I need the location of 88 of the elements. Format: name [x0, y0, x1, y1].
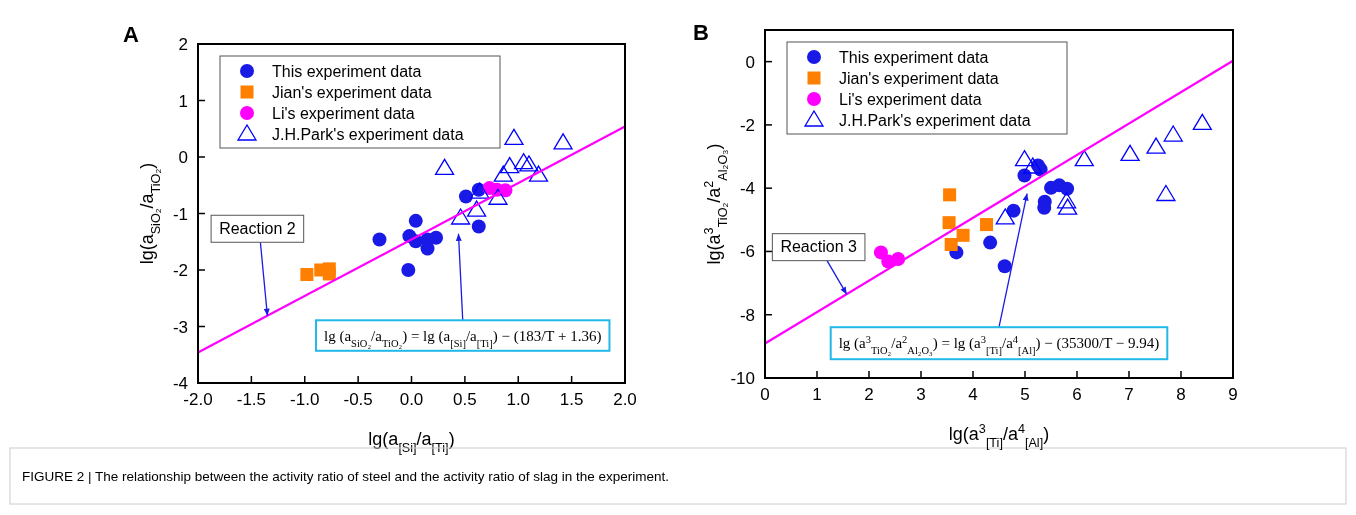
y-tick-label: -3 — [172, 317, 188, 337]
point — [944, 238, 958, 251]
chart-title: B — [693, 20, 709, 45]
point — [1192, 113, 1212, 130]
x-tick-label: 6 — [1072, 385, 1082, 404]
point — [983, 235, 998, 250]
x-tick-label: 2.0 — [613, 390, 637, 409]
x-tick-label: 3 — [916, 385, 926, 404]
point — [458, 189, 473, 204]
y-tick-label: -2 — [172, 261, 188, 280]
text: lg (a$_{SiO₂}$/a$_{TiO₂}$) = lg (a$_{[Si]}$/a$_{[Ti]}$) − (183/T + 1.36) — [324, 327, 602, 349]
legend-label: J.H.Park's experiment data — [272, 126, 464, 143]
x-tick-label: 5 — [1020, 385, 1030, 404]
point — [372, 232, 387, 247]
point — [528, 165, 549, 182]
point — [434, 158, 455, 175]
point — [1156, 184, 1176, 202]
legend-label: This experiment data — [272, 63, 422, 80]
point — [1057, 198, 1078, 215]
x-tick-label: 0.5 — [453, 390, 477, 409]
point — [1014, 150, 1035, 167]
point — [553, 133, 573, 150]
point — [995, 208, 1015, 225]
point — [471, 219, 486, 234]
point — [1120, 144, 1140, 161]
y-tick-label: -10 — [730, 369, 755, 388]
point — [504, 128, 524, 145]
legend-label: This experiment data — [839, 49, 989, 66]
x-tick-label: 2 — [864, 385, 874, 404]
y-tick-label: -8 — [739, 305, 755, 325]
point — [943, 188, 957, 202]
legend-label: Jian's experiment data — [839, 70, 999, 87]
point — [466, 200, 487, 217]
point — [300, 268, 314, 282]
caption: FIGURE 2 | The relationship between the activity ratio of steel and the activity ratio of slag in the experiment. — [22, 469, 670, 484]
point — [1023, 157, 1043, 174]
point — [470, 182, 490, 199]
x-tick-label: 1.5 — [559, 390, 584, 409]
y-tick-label: -4 — [739, 179, 755, 199]
point — [980, 218, 994, 232]
x-tick-label: -2.0 — [183, 390, 213, 409]
point — [500, 156, 520, 174]
y-tick-label: -1 — [172, 204, 188, 224]
point — [513, 153, 534, 170]
point — [450, 208, 471, 225]
point — [956, 228, 970, 242]
x-tick-label: -0.5 — [343, 390, 373, 409]
y-tick-label: 0 — [178, 148, 188, 167]
annotation: Reaction 3 — [780, 238, 857, 256]
y-tick-label: -6 — [739, 242, 755, 262]
point — [401, 263, 416, 277]
point — [873, 245, 888, 260]
x-tick-label: 0 — [760, 385, 770, 404]
x-axis-title: lg(a$_{[Si]}$/a$_{[Ti]}$) — [368, 429, 455, 455]
x-tick-label: 4 — [968, 385, 978, 404]
y-tick-label: 0 — [745, 52, 755, 72]
annotation: Reaction 2 — [219, 219, 296, 237]
y-tick-label: 1 — [178, 91, 188, 111]
x-tick-label: 8 — [1176, 385, 1186, 404]
chart-title: A — [123, 22, 139, 47]
point — [1056, 192, 1077, 209]
x-tick-label: -1.5 — [236, 390, 267, 409]
legend-label: J.H.Park's experiment data — [839, 112, 1031, 129]
point — [1163, 125, 1183, 142]
x-tick-label: 7 — [1124, 385, 1134, 404]
text: lg (a$^{3}$$_{TiO₂}$/a$^{2}$$_{Al₂O₃}$) = lg (a$^{3}$$_{[Ti]}$/a$^{4}$$_{[Al]}$) − (35300/T − 9.94) — [838, 333, 1160, 356]
point — [1146, 137, 1166, 154]
y-tick-label: -2 — [739, 115, 755, 135]
legend-label: Li's experiment data — [839, 91, 982, 108]
legend-label: Li's experiment data — [272, 105, 415, 122]
point — [1060, 181, 1075, 196]
x-tick-label: 1 — [812, 385, 822, 404]
point — [519, 155, 539, 172]
x-axis-title: lg(a$^{3}$$_{[Ti]}$/a$^{4}$$_{[Al]}$) — [948, 422, 1050, 450]
x-tick-label: 1.0 — [506, 390, 531, 409]
point — [942, 216, 956, 230]
point — [488, 188, 508, 205]
x-tick-label: 0.0 — [399, 390, 424, 409]
y-tick-label: 2 — [178, 35, 188, 54]
point — [1006, 203, 1021, 218]
x-tick-label: 9 — [1228, 385, 1238, 404]
y-tick-label: -4 — [172, 374, 188, 393]
legend-label: Jian's experiment data — [272, 84, 432, 101]
point — [408, 213, 423, 228]
point — [1074, 150, 1094, 167]
point — [997, 259, 1012, 274]
x-tick-label: -1.0 — [290, 390, 320, 409]
point — [493, 165, 513, 182]
